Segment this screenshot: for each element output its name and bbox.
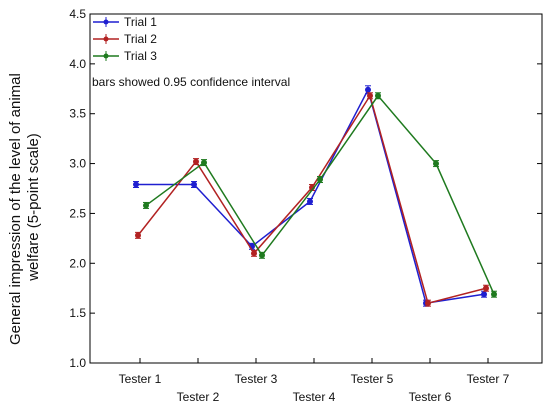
data-point [375, 92, 381, 99]
data-point [201, 159, 207, 166]
legend-label: Trial 3 [124, 49, 157, 63]
legend-item: Trial 1 [93, 15, 157, 29]
legend-label: Trial 2 [124, 32, 157, 46]
legend-marker [103, 36, 109, 42]
data-point [433, 160, 439, 167]
data-point [251, 250, 257, 257]
data-point [259, 252, 265, 259]
x-tick-label: Tester 6 [409, 390, 452, 404]
data-point [365, 86, 371, 93]
y-axis-title-line-2: welfare (5-point scale) [25, 133, 42, 282]
series-3 [143, 92, 497, 298]
data-point [317, 176, 323, 183]
x-tick-label: Tester 3 [235, 372, 278, 386]
data-point [191, 181, 197, 188]
data-point [307, 198, 313, 205]
data-point [481, 291, 487, 298]
data-point [491, 291, 497, 298]
data-point [367, 92, 373, 99]
data-point [143, 202, 149, 209]
legend-label: Trial 1 [124, 15, 157, 29]
series-2 [135, 92, 489, 307]
series-1 [133, 85, 487, 307]
y-tick-label: 2.0 [69, 256, 86, 270]
data-point [193, 158, 199, 165]
series-line [145, 94, 495, 295]
series-group [133, 85, 497, 307]
y-axis-ticks: 1.0 1.5 2.0 2.5 3.0 3.5 4.0 4.5 [69, 7, 542, 370]
y-axis-title: General impression of the level of anima… [7, 69, 42, 345]
legend: Trial 1 Trial 2 Trial 3 [93, 15, 157, 63]
axes [89, 13, 543, 364]
confidence-interval-note: bars showed 0.95 confidence interval [92, 75, 290, 89]
legend-item: Trial 2 [93, 32, 157, 46]
y-tick-label: 4.0 [69, 57, 86, 71]
y-tick-label: 1.0 [69, 356, 86, 370]
data-point [135, 232, 141, 239]
y-tick-label: 3.5 [69, 107, 86, 121]
y-tick-label: 4.5 [69, 7, 86, 21]
x-axis-ticks: Tester 1 Tester 2 Tester 3 Tester 4 Tester 5… [119, 358, 510, 404]
y-axis-title-line-1: General impression of the level of anima… [7, 73, 24, 345]
legend-item: Trial 3 [93, 49, 157, 63]
x-tick-label: Tester 2 [177, 390, 220, 404]
y-tick-label: 3.0 [69, 157, 86, 171]
x-tick-label: Tester 1 [119, 372, 162, 386]
x-tick-label: Tester 7 [467, 372, 510, 386]
x-tick-label: Tester 5 [351, 372, 394, 386]
y-tick-label: 2.5 [69, 206, 86, 220]
data-point [133, 181, 139, 188]
x-tick-label: Tester 4 [293, 390, 336, 404]
legend-marker [103, 19, 109, 25]
data-point [483, 285, 489, 292]
series-line [136, 87, 485, 305]
plot-frame [89, 13, 543, 364]
y-tick-label: 1.5 [69, 306, 86, 320]
legend-marker [103, 53, 109, 59]
data-point [425, 300, 431, 307]
